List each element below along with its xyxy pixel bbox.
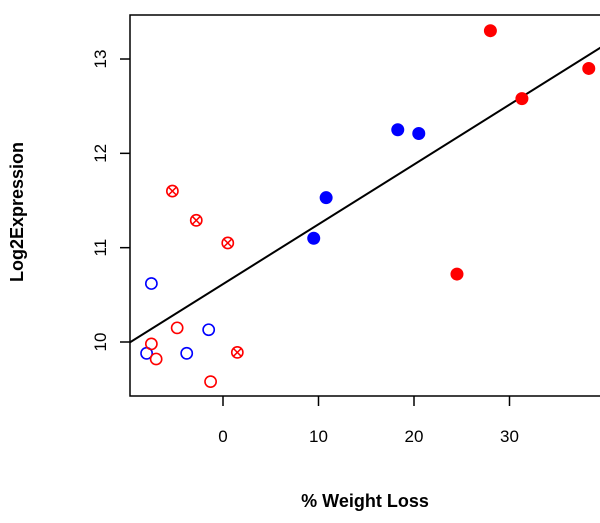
- point-red-filled-circle-2: [515, 92, 529, 106]
- x-tick-label-30: 30: [500, 427, 519, 446]
- point-red-filled-circle-0: [450, 267, 464, 281]
- point-red-crossed-circle-3: [230, 345, 244, 359]
- trend-line: [130, 46, 600, 344]
- point-red-open-circle-2: [170, 321, 184, 335]
- point-red-open-circle-1: [149, 352, 163, 366]
- point-blue-filled-circle-1: [319, 191, 333, 205]
- y-axis-title: Log2Expression: [7, 142, 27, 282]
- point-red-crossed-circle-2: [221, 236, 235, 250]
- point-red-crossed-circle-0-cross-b: [167, 186, 177, 196]
- point-red-open-circle-0: [144, 337, 158, 351]
- y-tick-label-12: 12: [91, 144, 110, 163]
- x-tick-label-20: 20: [405, 427, 424, 446]
- plot-area: [130, 24, 600, 389]
- point-red-crossed-circle-1-cross-b: [191, 215, 201, 225]
- point-red-crossed-circle-0: [165, 184, 179, 198]
- axes: 0 10 20 30 10 11 12 13: [91, 14, 600, 446]
- point-red-crossed-circle-2-cross-b: [223, 238, 233, 248]
- y-tick-label-13: 13: [91, 50, 110, 69]
- point-blue-open-circle-0: [144, 277, 158, 290]
- point-red-crossed-circle-3-ring: [230, 345, 244, 359]
- point-blue-open-circle-2: [180, 346, 194, 360]
- point-blue-filled-circle-0: [307, 231, 321, 245]
- point-red-filled-circle-3: [582, 61, 596, 75]
- y-tick-label-10: 10: [91, 333, 110, 352]
- point-red-crossed-circle-2-ring: [221, 236, 235, 250]
- point-red-crossed-circle-3-cross-b: [232, 347, 242, 357]
- point-blue-open-circle-3: [202, 323, 216, 337]
- x-tick-label-0: 0: [218, 427, 227, 446]
- point-red-filled-circle-1: [483, 24, 497, 38]
- point-red-crossed-circle-0-ring: [165, 184, 179, 198]
- point-red-open-circle-3: [204, 375, 217, 389]
- point-red-crossed-circle-1: [189, 213, 203, 227]
- point-blue-filled-circle-3: [412, 127, 426, 141]
- x-axis-title: % Weight Loss: [301, 491, 429, 511]
- point-red-crossed-circle-1-ring: [189, 213, 203, 227]
- point-blue-filled-circle-2: [391, 123, 405, 137]
- plot-frame: [129, 14, 600, 397]
- y-tick-label-11: 11: [91, 239, 110, 257]
- x-tick-label-10: 10: [309, 427, 328, 446]
